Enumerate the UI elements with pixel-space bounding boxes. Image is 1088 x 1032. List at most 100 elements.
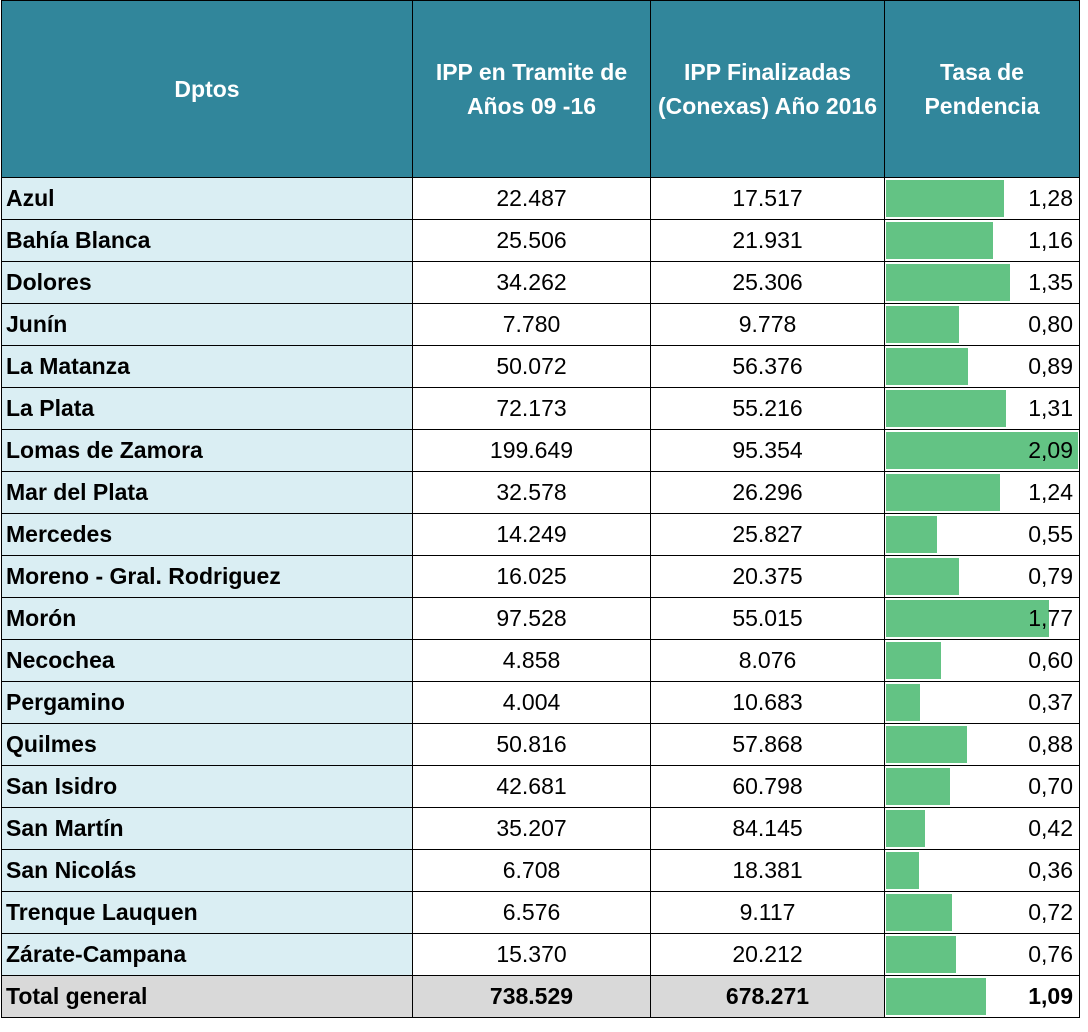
rate-label: 0,70 [1028,773,1073,799]
value-cell: 20.212 [650,933,885,976]
row: San Martín 35.207 84.145 0,42 [1,807,1080,850]
value-cell: 55.216 [650,387,885,430]
value-cell: 738.529 [412,975,651,1018]
dpto-cell: La Plata [1,387,413,430]
value-cell: 17.517 [650,177,885,220]
dpto-cell: San Martín [1,807,413,850]
value-cell: 56.376 [650,345,885,388]
rate-cell: 1,28 [884,177,1080,220]
dpto-cell: La Matanza [1,345,413,388]
rate-label: 0,79 [1028,563,1073,589]
data-bar [886,810,925,847]
rate-cell: 1,77 [884,597,1080,640]
row: Trenque Lauquen 6.576 9.117 0,72 [1,891,1080,934]
row: La Plata 72.173 55.216 1,31 [1,387,1080,430]
dpto-cell: Zárate-Campana [1,933,413,976]
row: Mercedes 14.249 25.827 0,55 [1,513,1080,556]
dpto-cell: San Nicolás [1,849,413,892]
rate-cell: 0,70 [884,765,1080,808]
data-bar [886,894,953,931]
value-cell: 16.025 [412,555,651,598]
data-bar [886,348,968,385]
dpto-cell: Azul [1,177,413,220]
row: Lomas de Zamora 199.649 95.354 2,09 [1,429,1080,472]
data-bar [886,474,1000,511]
rate-label: 0,80 [1028,311,1073,337]
value-cell: 21.931 [650,219,885,262]
row: Pergamino 4.004 10.683 0,37 [1,681,1080,724]
rate-label: 0,36 [1028,857,1073,883]
row: Azul 22.487 17.517 1,28 [1,177,1080,220]
rate-label: 0,72 [1028,899,1073,925]
dpto-cell: Quilmes [1,723,413,766]
dpto-cell: Dolores [1,261,413,304]
value-cell: 9.778 [650,303,885,346]
rate-cell: 1,35 [884,261,1080,304]
dpto-cell: Morón [1,597,413,640]
row: San Isidro 42.681 60.798 0,70 [1,765,1080,808]
value-cell: 6.708 [412,849,651,892]
value-cell: 42.681 [412,765,651,808]
value-cell: 14.249 [412,513,651,556]
value-cell: 25.506 [412,219,651,262]
rate-label: 1,09 [1028,983,1073,1009]
value-cell: 678.271 [650,975,885,1018]
rate-cell: 0,72 [884,891,1080,934]
data-bar [886,432,1078,469]
value-cell: 25.827 [650,513,885,556]
rate-cell: 0,89 [884,345,1080,388]
value-cell: 50.072 [412,345,651,388]
rate-label: 0,88 [1028,731,1073,757]
value-cell: 72.173 [412,387,651,430]
value-cell: 4.004 [412,681,651,724]
rate-cell: 0,79 [884,555,1080,598]
rate-cell: 0,88 [884,723,1080,766]
dpto-cell: San Isidro [1,765,413,808]
value-cell: 8.076 [650,639,885,682]
rate-label: 0,76 [1028,941,1073,967]
rate-cell: 1,09 [884,975,1080,1018]
value-cell: 15.370 [412,933,651,976]
data-bar [886,600,1049,637]
dpto-cell: Mar del Plata [1,471,413,514]
row: Junín 7.780 9.778 0,80 [1,303,1080,346]
dpto-cell: Pergamino [1,681,413,724]
data-bar [886,978,987,1015]
dpto-cell: Moreno - Gral. Rodriguez [1,555,413,598]
rate-cell: 0,36 [884,849,1080,892]
value-cell: 57.868 [650,723,885,766]
row: La Matanza 50.072 56.376 0,89 [1,345,1080,388]
dpto-cell: Necochea [1,639,413,682]
data-bar [886,936,956,973]
total-row: Total general 738.529 678.271 1,09 [1,975,1080,1018]
rate-cell: 0,42 [884,807,1080,850]
value-cell: 22.487 [412,177,651,220]
row: Morón 97.528 55.015 1,77 [1,597,1080,640]
rate-label: 1,35 [1028,269,1073,295]
rate-cell: 0,80 [884,303,1080,346]
rate-label: 0,42 [1028,815,1073,841]
rate-cell: 1,31 [884,387,1080,430]
data-bar [886,768,951,805]
value-cell: 6.576 [412,891,651,934]
value-cell: 7.780 [412,303,651,346]
header-cell: Dptos [1,0,413,178]
data-bar [886,516,937,553]
dpto-cell: Total general [1,975,413,1018]
row: Quilmes 50.816 57.868 0,88 [1,723,1080,766]
data-bar [886,222,993,259]
value-cell: 97.528 [412,597,651,640]
data-bar [886,264,1011,301]
rate-cell: 0,60 [884,639,1080,682]
dpto-cell: Mercedes [1,513,413,556]
data-bar [886,558,959,595]
rate-label: 2,09 [1028,437,1073,463]
rate-label: 1,16 [1028,227,1073,253]
value-cell: 35.207 [412,807,651,850]
value-cell: 10.683 [650,681,885,724]
data-bar [886,642,942,679]
rate-label: 0,60 [1028,647,1073,673]
data-bar [886,726,967,763]
value-cell: 32.578 [412,471,651,514]
